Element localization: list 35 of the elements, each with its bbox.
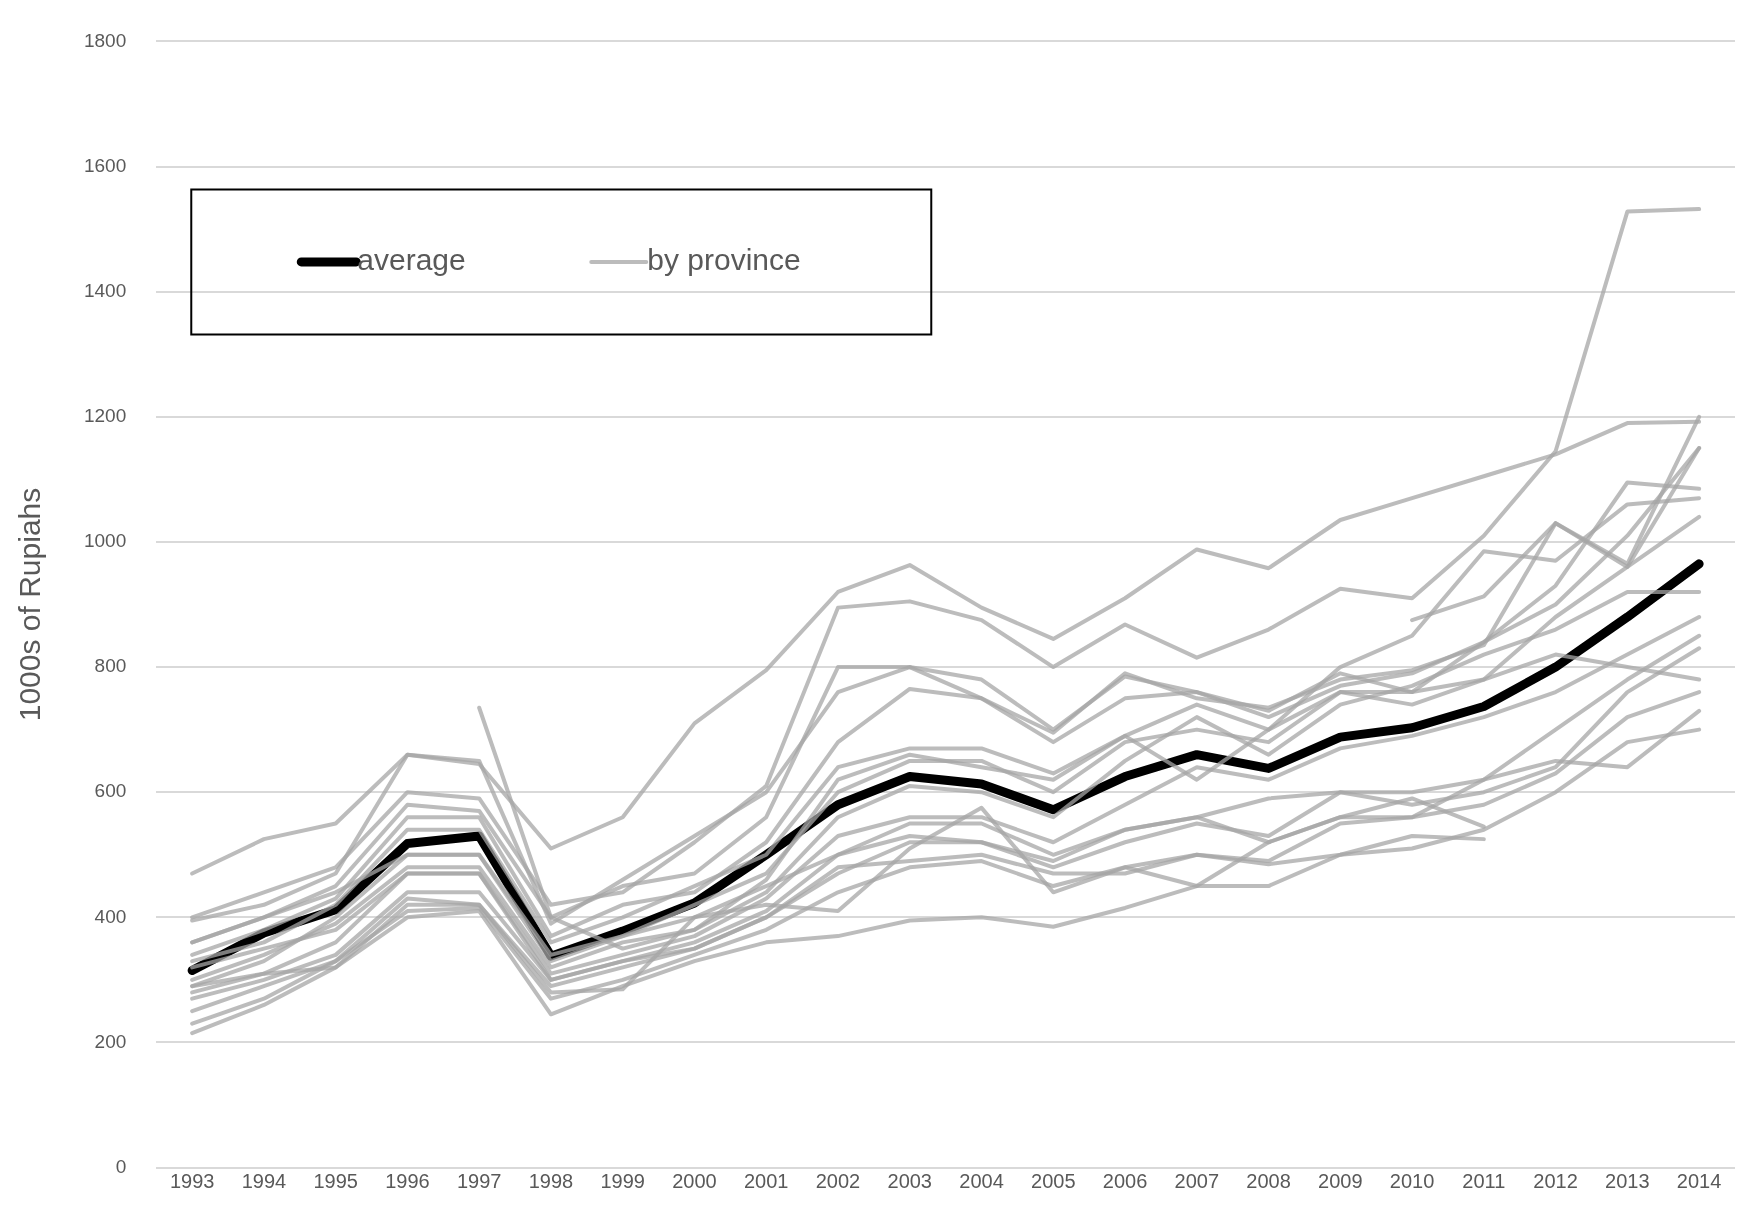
x-tick-label: 2009: [1318, 1170, 1363, 1193]
x-tick-label: 1999: [600, 1170, 645, 1193]
x-tick-label: 2003: [887, 1170, 932, 1193]
x-tick-label: 1997: [456, 1170, 502, 1193]
x-tick-label: 1993: [169, 1170, 215, 1193]
x-tick-label: 2011: [1462, 1170, 1506, 1193]
y-tick-label: 1800: [83, 29, 127, 51]
x-tick-label: 2000: [672, 1170, 717, 1193]
y-tick-label: 1600: [83, 154, 127, 176]
y-tick-label: 600: [94, 780, 127, 802]
x-tick-label: 2002: [815, 1170, 861, 1193]
x-tick-label: 1994: [241, 1170, 287, 1193]
y-tick-label: 1400: [83, 279, 127, 301]
x-tick-label: 2013: [1605, 1170, 1650, 1193]
y-tick-label: 1000: [83, 530, 127, 552]
x-tick-label: 1996: [385, 1170, 430, 1193]
x-tick-label: 2001: [743, 1170, 789, 1193]
x-tick-label: 2014: [1676, 1170, 1722, 1193]
legend-label: by province: [647, 243, 801, 277]
y-tick-label: 0: [115, 1155, 127, 1177]
y-tick-label: 800: [94, 655, 127, 677]
x-tick-label: 2006: [1102, 1170, 1148, 1193]
x-tick-label: 2008: [1246, 1170, 1291, 1193]
y-tick-label: 1200: [83, 405, 127, 427]
x-tick-label: 2010: [1389, 1170, 1435, 1193]
x-tick-label: 1998: [528, 1170, 574, 1193]
y-tick-label: 200: [94, 1030, 127, 1052]
x-tick-label: 2005: [1031, 1170, 1076, 1193]
x-tick-label: 1995: [313, 1170, 358, 1193]
y-axis-title: 1000s of Rupiahs: [13, 487, 47, 722]
x-tick-label: 2012: [1533, 1170, 1578, 1193]
x-tick-label: 2004: [959, 1170, 1004, 1193]
legend-label: average: [357, 243, 466, 277]
x-tick-label: 2007: [1174, 1170, 1220, 1193]
y-tick-label: 400: [94, 905, 127, 927]
